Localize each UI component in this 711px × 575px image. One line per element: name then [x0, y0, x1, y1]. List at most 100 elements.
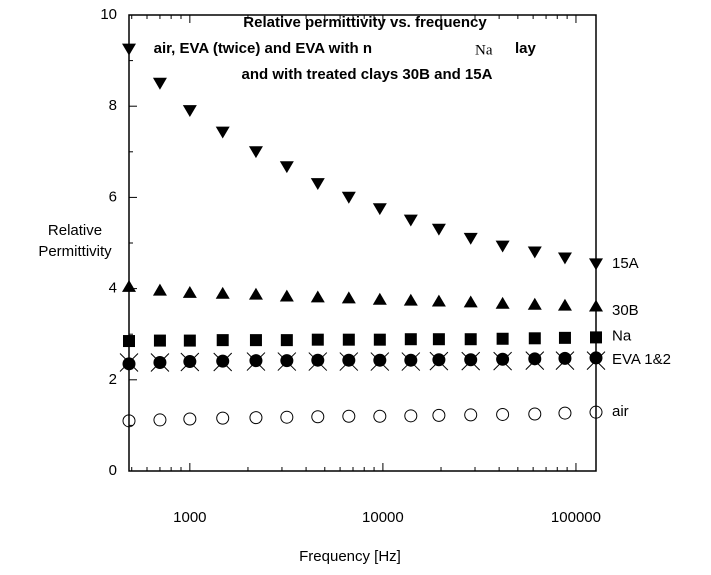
marker: [404, 409, 418, 423]
marker: [213, 352, 233, 372]
marker: [404, 333, 417, 346]
marker: [280, 410, 294, 424]
marker: [432, 408, 446, 422]
marker: [432, 333, 445, 346]
chart-title: lay: [515, 40, 537, 57]
series-label: 15A: [612, 255, 639, 272]
marker: [122, 414, 136, 428]
marker: [370, 352, 390, 371]
marker: [528, 352, 542, 366]
marker: [461, 351, 481, 371]
y-tick-label: 8: [109, 97, 117, 114]
marker: [341, 291, 356, 304]
x-axis-label: Frequency [Hz]: [299, 548, 401, 565]
marker: [527, 246, 542, 259]
marker: [150, 353, 170, 372]
y-tick-label: 4: [109, 280, 117, 297]
marker: [280, 334, 293, 347]
marker: [464, 353, 478, 367]
marker: [122, 43, 136, 56]
marker: [246, 352, 266, 371]
series-label: air: [612, 403, 629, 420]
marker: [182, 285, 197, 298]
x-tick-label: 100000: [551, 509, 601, 526]
marker: [215, 286, 230, 299]
marker: [310, 178, 325, 191]
marker: [183, 412, 197, 426]
series-label: EVA 1&2: [612, 351, 671, 368]
marker: [558, 351, 572, 365]
marker: [431, 223, 446, 236]
y-tick-label: 0: [109, 462, 117, 479]
marker: [279, 289, 294, 302]
marker: [248, 146, 263, 159]
marker: [216, 334, 229, 347]
marker: [152, 283, 167, 296]
marker: [216, 411, 230, 425]
chart-title: and with treated clays 30B and 15A: [242, 66, 493, 83]
marker: [495, 296, 510, 309]
marker: [528, 407, 542, 421]
marker: [589, 351, 603, 365]
marker: [493, 351, 512, 371]
marker: [216, 354, 230, 368]
marker: [496, 332, 509, 345]
marker: [310, 290, 325, 303]
marker: [463, 232, 478, 245]
marker: [590, 331, 602, 344]
marker: [183, 334, 196, 347]
marker: [373, 353, 387, 367]
marker: [372, 292, 387, 305]
marker: [528, 332, 541, 345]
marker: [153, 413, 167, 427]
marker: [342, 333, 355, 346]
marker: [429, 351, 449, 371]
y-axis-label: Relative: [48, 222, 102, 239]
marker: [558, 406, 572, 420]
title-overlay: Na: [475, 42, 493, 58]
marker: [279, 161, 294, 174]
marker: [342, 409, 356, 423]
marker: [122, 280, 136, 292]
marker: [558, 331, 571, 344]
marker: [249, 354, 263, 368]
marker: [404, 353, 418, 367]
y-tick-label: 2: [109, 371, 117, 388]
marker: [373, 333, 386, 346]
series-label: Na: [612, 327, 632, 344]
y-tick-label: 10: [100, 6, 117, 23]
y-tick-label: 6: [109, 188, 117, 205]
marker: [463, 295, 478, 308]
marker: [496, 352, 510, 366]
marker: [589, 258, 603, 271]
marker: [557, 298, 572, 311]
marker: [182, 105, 197, 118]
marker: [464, 333, 477, 346]
marker: [280, 354, 294, 368]
marker: [152, 77, 167, 90]
marker: [215, 126, 230, 139]
marker: [464, 408, 478, 422]
marker: [373, 409, 387, 423]
marker: [277, 352, 297, 371]
marker: [311, 333, 324, 346]
marker: [403, 214, 418, 227]
marker: [249, 334, 262, 347]
marker: [586, 351, 606, 371]
marker: [401, 352, 421, 371]
plot-frame: [128, 14, 597, 472]
marker: [431, 294, 446, 307]
marker: [341, 191, 356, 204]
marker: [119, 353, 139, 372]
marker: [123, 335, 135, 348]
marker: [525, 351, 545, 371]
marker: [249, 411, 263, 425]
marker: [311, 353, 325, 367]
series-label: 30B: [612, 302, 639, 319]
chart-title: air, EVA (twice) and EVA with n: [154, 40, 372, 57]
marker: [153, 334, 166, 347]
marker: [248, 287, 263, 300]
x-tick-label: 1000: [173, 509, 206, 526]
